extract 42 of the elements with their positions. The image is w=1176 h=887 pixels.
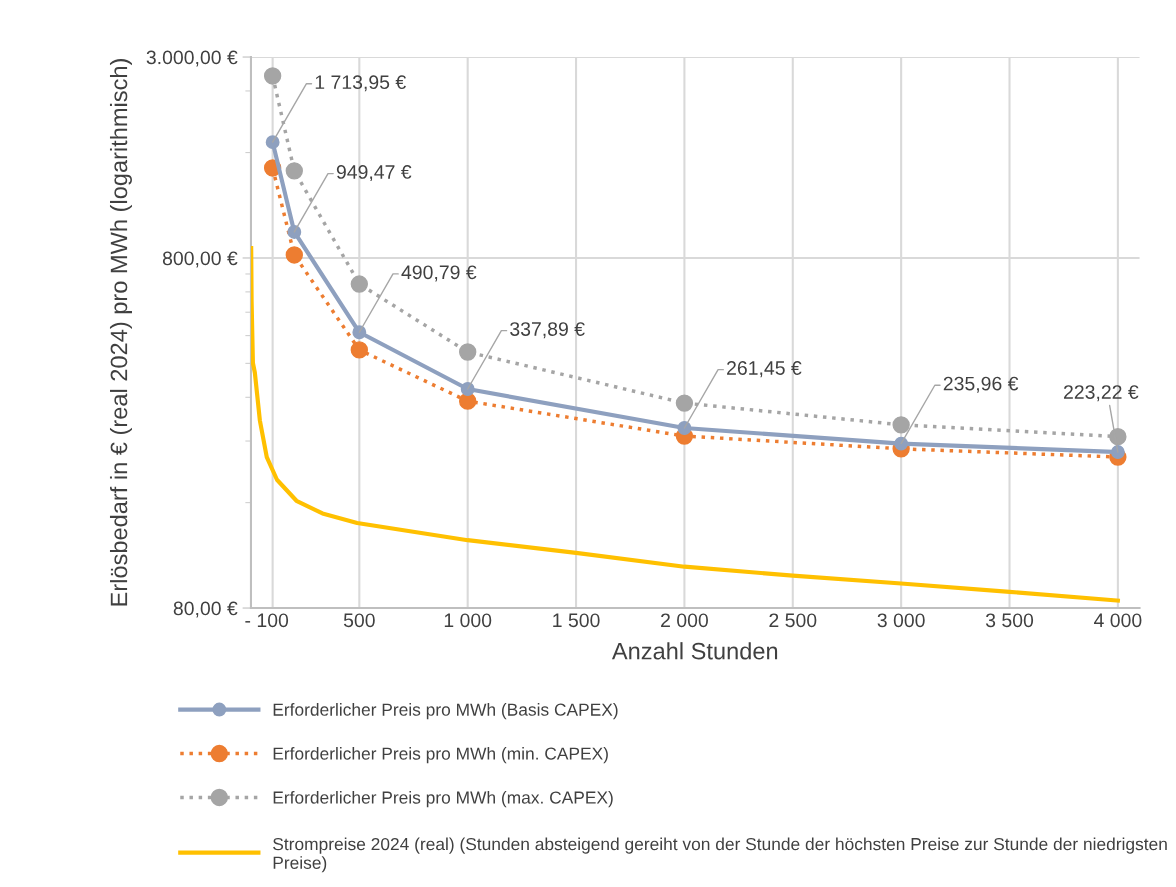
- x-tick-label: 4 000: [1093, 613, 1142, 628]
- point: [263, 67, 282, 85]
- legend-label: Strompreise 2024 (real) (Stunden absteigend gereiht von der Stunde der höchsten Preise zur Stunde der niedrigsten Preise): [273, 837, 1167, 873]
- data-label: 490,79 €: [401, 265, 477, 282]
- y-tick-label: 800,00 €: [162, 251, 238, 268]
- point: [675, 394, 694, 412]
- point: [287, 224, 302, 239]
- point: [677, 421, 692, 435]
- data-label: 1 713,95 €: [315, 75, 406, 92]
- point: [460, 382, 475, 396]
- data-label: 223,22 €: [1064, 385, 1139, 402]
- point: [892, 416, 910, 434]
- point: [459, 343, 477, 361]
- legend-label: Erforderlicher Preis pro MWh (max. CAPEX): [273, 790, 613, 808]
- point: [285, 162, 303, 180]
- x-tick-label: 2 000: [661, 613, 708, 628]
- x-tick-label: 1 500: [553, 613, 600, 628]
- x-tick-label: 2 500: [769, 613, 817, 628]
- point: [350, 341, 369, 359]
- point: [350, 275, 369, 293]
- data-label: 337,89 €: [510, 322, 585, 339]
- data-label: 261,45 €: [727, 361, 802, 378]
- point: [265, 135, 280, 150]
- y-axis-title: Erlösbedarf in € (real 2024) pro MWh (logarithmisch): [109, 59, 132, 606]
- point: [1110, 445, 1125, 459]
- x-tick-label: 100: [257, 613, 289, 628]
- x-tick-label: -: [245, 621, 251, 623]
- x-tick-label: 1 000: [444, 613, 492, 628]
- y-tick-label: 3.000,00 €: [146, 50, 238, 67]
- line-series: [250, 245, 1120, 603]
- y-tick-label: 80,00 €: [173, 601, 238, 618]
- x-axis-title: Anzahl Stunden: [611, 642, 778, 660]
- point: [352, 325, 367, 340]
- x-tick-label: 3 500: [985, 613, 1034, 628]
- point: [285, 246, 303, 264]
- legend-label: Erforderlicher Preis pro MWh (min. CAPEX): [273, 747, 608, 764]
- point: [894, 436, 909, 451]
- legend-label: Erforderlicher Preis pro MWh (Basis CAPEX): [273, 703, 618, 720]
- x-tick-label: 3 000: [877, 613, 925, 628]
- data-label: 949,47 €: [336, 165, 412, 182]
- data-label: 235,96 €: [943, 376, 1019, 393]
- x-tick-label: 500: [343, 613, 375, 628]
